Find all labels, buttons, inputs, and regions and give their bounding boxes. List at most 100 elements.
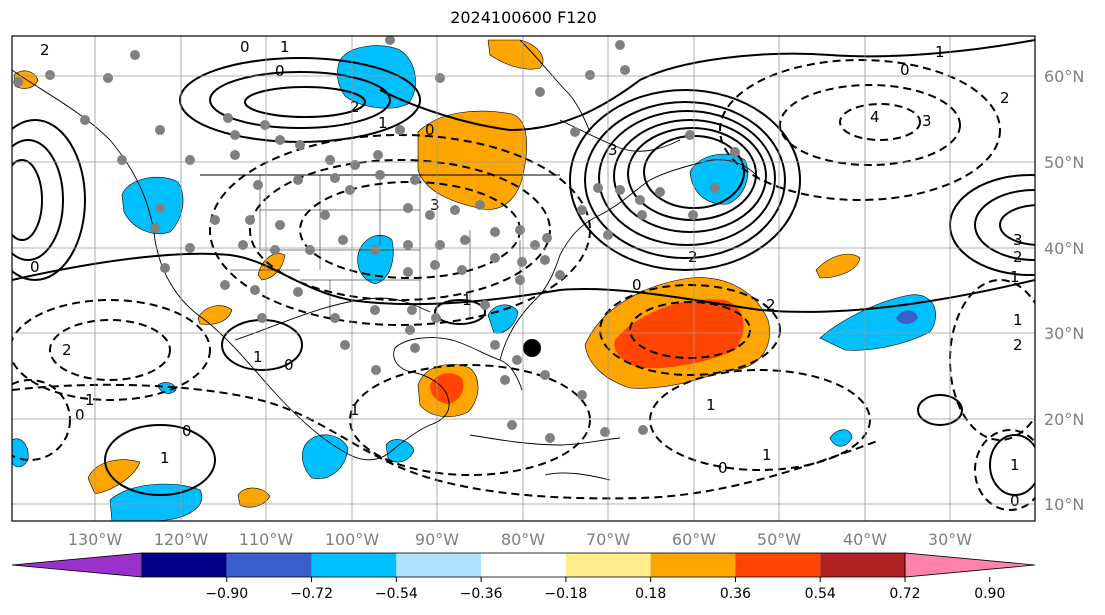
contour-label: 1 bbox=[706, 396, 716, 414]
colorbar bbox=[11, 552, 1036, 578]
lon-label: 50°W bbox=[757, 530, 801, 549]
contour-label: 0 bbox=[718, 459, 728, 477]
lon-label: 40°W bbox=[843, 530, 887, 549]
contour-label: 1 bbox=[762, 446, 772, 464]
contour-labels: 0 1 2 0 2 1 0 3 4 3 2 0 1 2 3 1 2 1 0 1 … bbox=[30, 38, 1023, 510]
dashed-contours bbox=[12, 59, 1035, 511]
colorbar-tick-label: −0.90 bbox=[205, 586, 248, 602]
lon-label: 30°W bbox=[928, 530, 972, 549]
blue-region bbox=[337, 45, 416, 109]
contour-label: 1 bbox=[160, 449, 170, 467]
colorbar-segment bbox=[904, 552, 1036, 578]
lon-label: 60°W bbox=[672, 530, 716, 549]
contour-label: 1 bbox=[85, 391, 95, 409]
lat-label: 10°N bbox=[1044, 495, 1084, 514]
red-region bbox=[614, 299, 744, 369]
colorbar-tick-label: −0.18 bbox=[544, 586, 587, 602]
lat-label: 40°N bbox=[1044, 239, 1084, 258]
blue-region bbox=[121, 176, 184, 234]
lon-label: 80°W bbox=[501, 530, 545, 549]
colorbar-segment bbox=[226, 553, 312, 577]
contour-label: 3 bbox=[430, 196, 440, 214]
colorbar-segment bbox=[311, 553, 397, 577]
contour-label: 0 bbox=[275, 62, 285, 80]
contour-label: 0 bbox=[900, 61, 910, 79]
lat-label: 60°N bbox=[1044, 67, 1084, 86]
contour-label: 1 bbox=[1013, 311, 1023, 329]
map-title: 2024100600 F120 bbox=[450, 8, 597, 27]
contour-label: 0 bbox=[425, 121, 435, 139]
state-borders bbox=[230, 175, 521, 320]
colorbar-segment bbox=[820, 553, 905, 577]
colorbar-segment bbox=[142, 553, 227, 577]
contour-label: 0 bbox=[75, 406, 85, 424]
contour-label: 2 bbox=[1013, 336, 1023, 354]
contour-label: 0 bbox=[182, 422, 192, 440]
contour-label: 3 bbox=[922, 112, 932, 130]
latitude-labels: 60°N 50°N 40°N 30°N 20°N 10°N bbox=[1044, 67, 1084, 514]
colorbar-tick-label: −0.54 bbox=[375, 586, 418, 602]
contour-label: 1 bbox=[462, 291, 472, 309]
lat-label: 50°N bbox=[1044, 153, 1084, 172]
colorbar-tick-label: 0.72 bbox=[889, 586, 920, 602]
colorbar-tick-label: 0.54 bbox=[805, 586, 836, 602]
lon-label: 70°W bbox=[586, 530, 630, 549]
colorbar-outline bbox=[141, 552, 906, 578]
orange-region bbox=[487, 39, 544, 70]
blue-region bbox=[689, 153, 748, 205]
contour-label: 1 bbox=[350, 401, 360, 419]
purple-region bbox=[896, 310, 918, 324]
colorbar-segment bbox=[11, 552, 143, 578]
contour-label: 4 bbox=[870, 108, 880, 126]
contour-label: 1 bbox=[280, 38, 290, 56]
contour-label: 3 bbox=[1013, 231, 1023, 249]
colorbar-segment bbox=[565, 553, 651, 577]
solid-contours bbox=[12, 39, 1035, 496]
lon-label: 110°W bbox=[239, 530, 294, 549]
map-frame bbox=[11, 35, 1036, 522]
colorbar-tick-label: −0.36 bbox=[460, 586, 503, 602]
lon-label: 90°W bbox=[415, 530, 459, 549]
lon-label: 130°W bbox=[68, 530, 123, 549]
orange-region bbox=[237, 487, 271, 508]
gridlines bbox=[12, 36, 1035, 521]
red-region bbox=[430, 373, 464, 404]
contour-label: 2 bbox=[1013, 248, 1023, 266]
contour-label: 2 bbox=[350, 98, 360, 116]
contour-label: 1 bbox=[935, 43, 945, 61]
colorbar-tick-label: −0.72 bbox=[290, 586, 333, 602]
lon-label: 100°W bbox=[325, 530, 380, 549]
contour-label: 2 bbox=[62, 341, 72, 359]
contour-label: 2 bbox=[766, 296, 776, 314]
contour-label: 0 bbox=[30, 258, 40, 276]
orange-region bbox=[87, 459, 141, 495]
contour-label: 0 bbox=[284, 356, 294, 374]
longitude-labels: 130°W 120°W 110°W 100°W 90°W 80°W 70°W 6… bbox=[68, 530, 972, 549]
blue-region bbox=[357, 235, 394, 285]
lon-label: 120°W bbox=[154, 530, 209, 549]
contour-label: 0 bbox=[1010, 492, 1020, 510]
contour-label: 2 bbox=[1000, 89, 1010, 107]
contour-label: 2 bbox=[40, 41, 50, 59]
orange-region bbox=[815, 254, 861, 279]
blue-region bbox=[302, 434, 349, 479]
colorbar-segment bbox=[650, 553, 736, 577]
contour-label: 2 bbox=[688, 248, 698, 266]
black-dot-marker bbox=[523, 339, 541, 357]
shaded-regions bbox=[12, 39, 937, 521]
contour-label: 0 bbox=[632, 276, 642, 294]
contour-label: 1 bbox=[1010, 456, 1020, 474]
lat-label: 20°N bbox=[1044, 410, 1084, 429]
colorbar-ticks: −0.90 −0.72 −0.54 −0.36 −0.18 0.18 0.36 0.54 0.7… bbox=[205, 577, 1005, 602]
contour-label: 0 bbox=[240, 38, 250, 56]
colorbar-segment bbox=[481, 553, 566, 577]
colorbar-tick-label: 0.18 bbox=[635, 586, 666, 602]
orange-region bbox=[197, 305, 233, 325]
lat-label: 30°N bbox=[1044, 324, 1084, 343]
contour-label: 3 bbox=[608, 141, 618, 159]
colorbar-segment bbox=[396, 553, 482, 577]
contour-label: 1 bbox=[253, 348, 263, 366]
contour-label: 1 bbox=[378, 114, 388, 132]
blue-region bbox=[819, 294, 937, 351]
